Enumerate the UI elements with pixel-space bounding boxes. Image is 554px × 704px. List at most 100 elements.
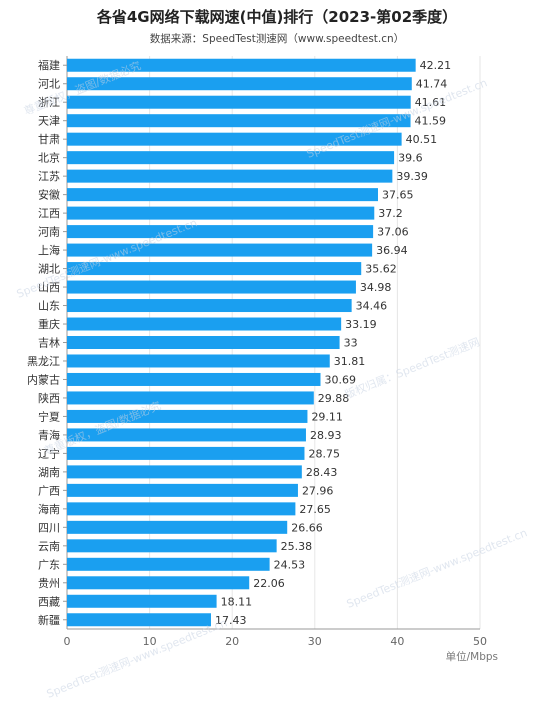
bar [67,151,395,165]
bar [67,391,314,405]
bar [67,299,352,313]
category-label: 重庆 [38,317,60,331]
value-label: 29.88 [318,392,350,405]
value-label: 41.74 [416,78,448,91]
bar [67,317,342,331]
category-label: 河北 [38,78,60,91]
bar [67,95,411,109]
bar [67,594,217,608]
chart-subtitle: 数据来源：SpeedTest测速网（www.speedtest.cn） [149,33,405,45]
value-label: 41.61 [415,96,447,109]
value-label: 39.39 [396,170,428,183]
category-label: 青海 [38,428,60,442]
category-label: 西藏 [38,595,60,608]
value-label: 40.51 [406,133,438,146]
category-label: 浙江 [38,96,60,109]
bar [67,539,277,553]
bar [67,243,373,257]
value-label: 34.46 [356,300,388,313]
category-label: 上海 [38,243,60,257]
value-label: 31.81 [334,355,366,368]
bar [67,280,356,294]
value-label: 28.43 [306,466,338,479]
x-tick-label: 40 [390,635,404,648]
bar [67,354,330,368]
value-label: 42.21 [420,59,452,72]
value-label: 17.43 [215,614,247,627]
value-label: 18.11 [221,595,253,608]
category-label: 湖南 [38,466,60,479]
category-label: 贵州 [38,577,60,590]
category-label: 福建 [38,58,60,72]
value-label: 33 [344,337,358,350]
bar [67,225,374,239]
bar [67,58,416,72]
bar [67,465,302,479]
bar [67,77,412,91]
category-label: 湖北 [38,263,60,276]
bar [67,169,393,183]
value-label: 35.62 [365,263,397,276]
x-tick-label: 50 [473,635,487,648]
category-label: 吉林 [38,336,60,350]
bar [67,557,270,571]
category-label: 广西 [38,484,60,497]
bar [67,428,306,442]
x-tick-label: 0 [64,635,71,648]
bar [67,409,308,423]
category-label: 云南 [38,540,60,553]
category-label: 海南 [38,502,60,516]
value-label: 22.06 [253,577,285,590]
category-label: 安徽 [38,188,60,202]
category-label: 山东 [38,300,60,313]
bar [67,206,375,220]
value-label: 26.66 [291,521,323,534]
category-label: 黑龙江 [27,355,60,368]
category-label: 北京 [38,151,60,165]
category-label: 江西 [38,207,60,220]
value-label: 39.6 [398,152,423,165]
chart-title: 各省4G网络下载网速(中值)排行（2023-第02季度） [96,8,458,26]
category-label: 辽宁 [38,446,60,460]
value-label: 25.38 [281,540,313,553]
x-tick-label: 20 [225,635,239,648]
category-label: 广东 [38,558,60,571]
bar [67,576,250,590]
category-label: 天津 [38,115,60,128]
category-label: 新疆 [38,613,60,627]
category-label: 宁夏 [38,409,60,423]
value-label: 36.94 [376,244,408,257]
category-label: 四川 [38,521,60,534]
bar [67,188,378,202]
bar [67,446,305,460]
value-label: 29.11 [311,410,343,423]
value-label: 30.69 [324,373,356,386]
bar [67,483,298,497]
bar [67,132,402,146]
category-label: 江苏 [38,170,60,183]
value-label: 28.93 [310,429,342,442]
value-label: 27.96 [302,484,334,497]
category-label: 山西 [38,281,60,294]
value-label: 37.2 [378,207,403,220]
category-label: 内蒙古 [27,372,60,386]
bar [67,372,321,386]
bar [67,262,362,276]
value-label: 41.59 [415,115,447,128]
x-tick-label: 30 [308,635,322,648]
value-label: 37.65 [382,189,414,202]
category-label: 甘肃 [38,133,60,146]
bar [67,336,340,349]
bar [67,502,296,516]
category-label: 河南 [38,226,60,239]
category-label: 陕西 [38,391,60,405]
unit-label: 单位/Mbps [446,650,498,663]
value-label: 24.53 [274,558,306,571]
bar [67,613,211,627]
value-label: 27.65 [299,503,331,516]
value-label: 28.75 [308,447,340,460]
value-label: 33.19 [345,318,377,331]
bar [67,114,411,128]
value-label: 37.06 [377,226,409,239]
